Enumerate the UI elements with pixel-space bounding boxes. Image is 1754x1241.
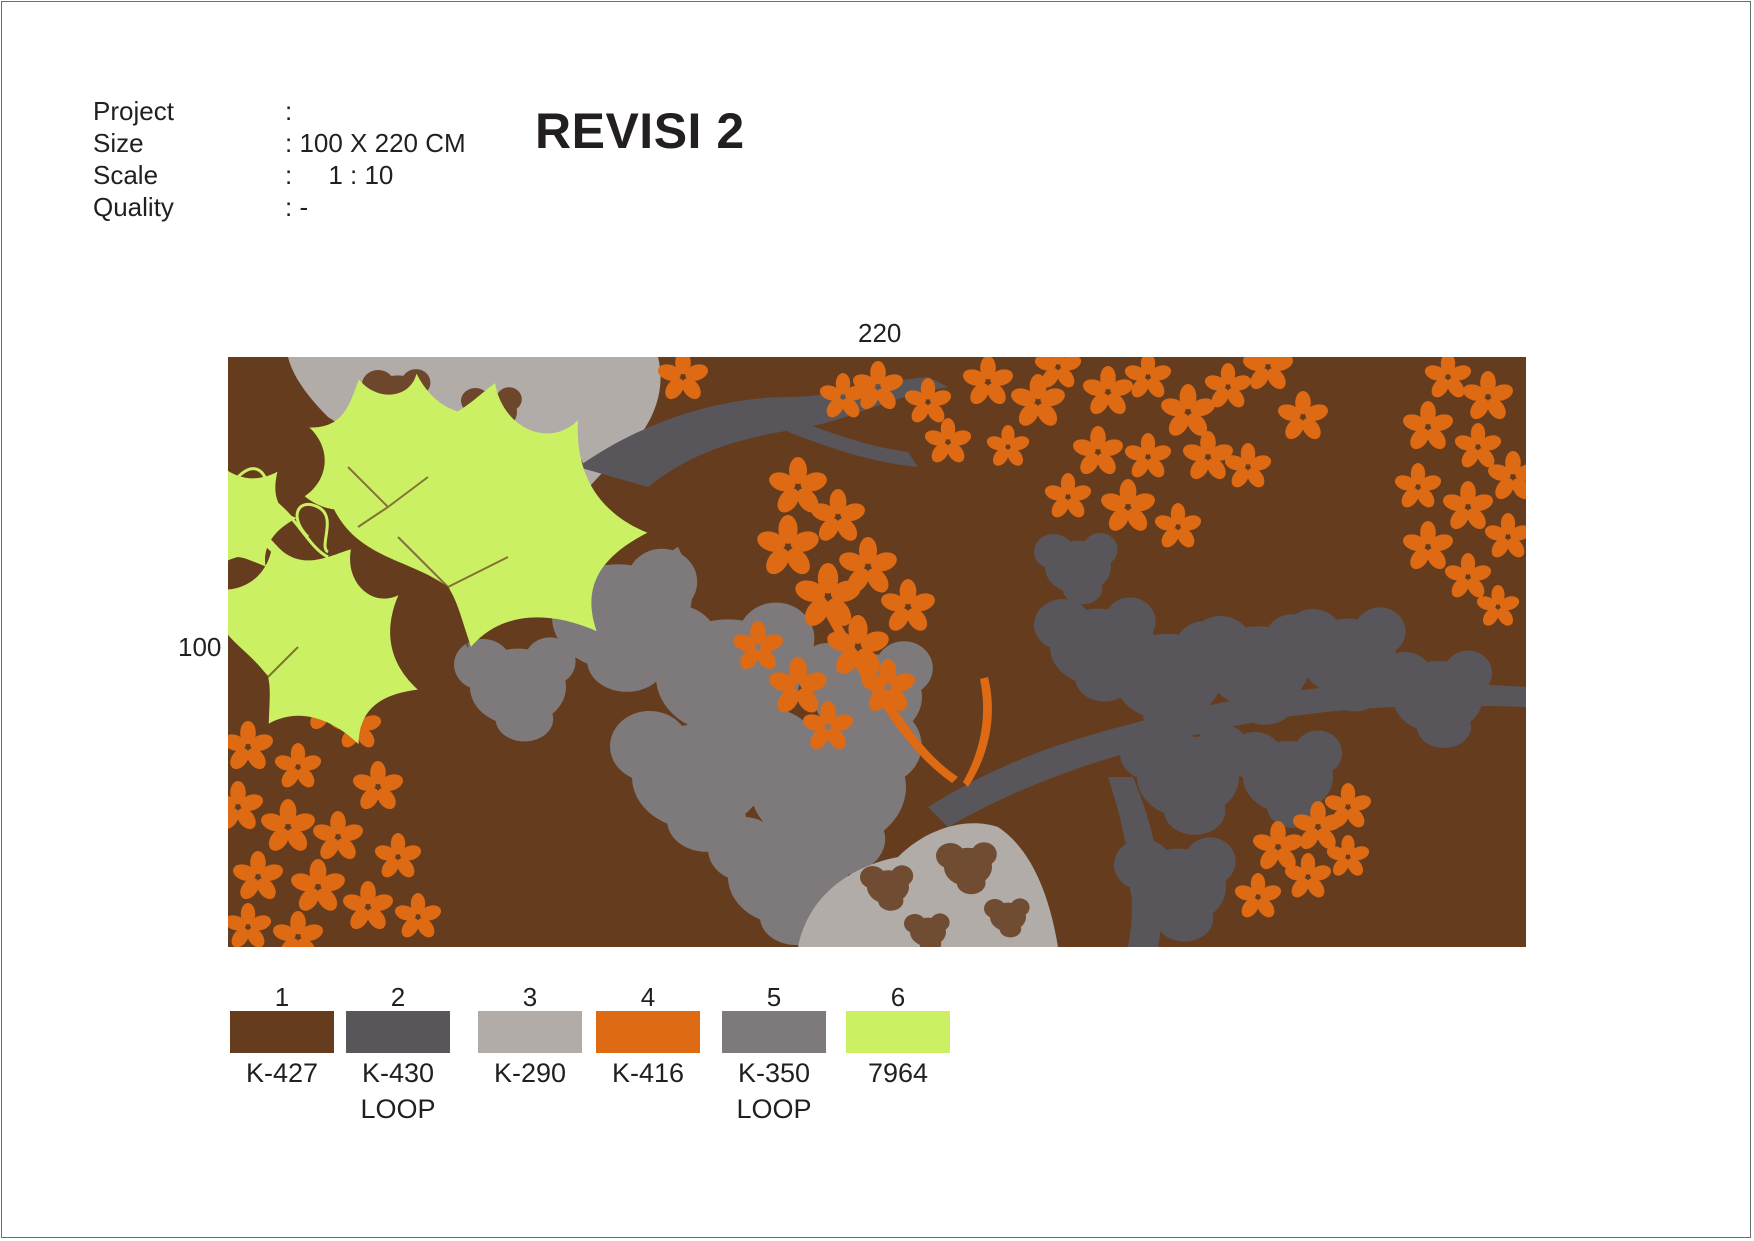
spec-value-quality: : - [285,192,309,222]
spec-value-project: : [285,96,293,126]
palette-swatch-5: 5 K-350 LOOP [722,983,826,1125]
midgray-foliage-center [454,547,933,945]
swatch-code: K-290 [493,1058,567,1088]
width-dimension-label: 220 [858,318,902,348]
color-palette: 1 K-427 2 K-430 LOOP 3 K-290 4 K-416 5 K… [230,983,950,1133]
spec-label-scale: Scale [93,160,159,190]
spec-value-scale: : 1 : 10 [285,160,394,190]
swatch-number: 2 [390,982,406,1012]
revision-title: REVISI 2 [535,103,745,159]
spec-label-quality: Quality [93,192,174,222]
swatch-number: 3 [522,982,538,1012]
swatch-code: K-427 [245,1058,319,1088]
palette-swatch-6: 6 7964 [846,983,950,1093]
orange-flower-sprig-center [730,457,992,787]
swatch-code: K-430 [361,1058,435,1088]
spec-label-project: Project [93,96,174,126]
rug-design-artwork [228,357,1526,947]
height-dimension-label: 100 [178,632,222,662]
palette-swatch-2: 2 K-430 LOOP [346,983,450,1125]
swatch-note: LOOP [736,1094,812,1124]
swatch-number: 4 [640,982,656,1012]
lime-leaves-left [228,357,669,780]
swatch-code: 7964 [867,1058,929,1088]
darkgray-foliage-right [928,532,1526,947]
swatch-color-chip [478,1011,582,1053]
palette-swatch-3: 3 K-290 [478,983,582,1093]
swatch-note: LOOP [360,1094,436,1124]
swatch-code: K-416 [611,1058,685,1088]
swatch-color-chip [596,1011,700,1053]
swatch-color-chip [346,1011,450,1053]
swatch-color-chip [846,1011,950,1053]
palette-swatch-4: 4 K-416 [596,983,700,1093]
spec-label-size: Size [93,128,144,158]
swatch-number: 5 [766,982,782,1012]
swatch-code: K-350 [737,1058,811,1088]
swatch-number: 1 [274,982,290,1012]
swatch-color-chip [722,1011,826,1053]
spec-table: Project : Size : 100 X 220 CM Scale : 1 … [93,96,525,222]
palette-swatch-1: 1 K-427 [230,983,334,1093]
swatch-color-chip [230,1011,334,1053]
lime-tendrils [236,467,330,559]
swatch-number: 6 [890,982,906,1012]
spec-value-size: : 100 X 220 CM [285,128,466,158]
lime-leaf-veins [237,466,509,708]
